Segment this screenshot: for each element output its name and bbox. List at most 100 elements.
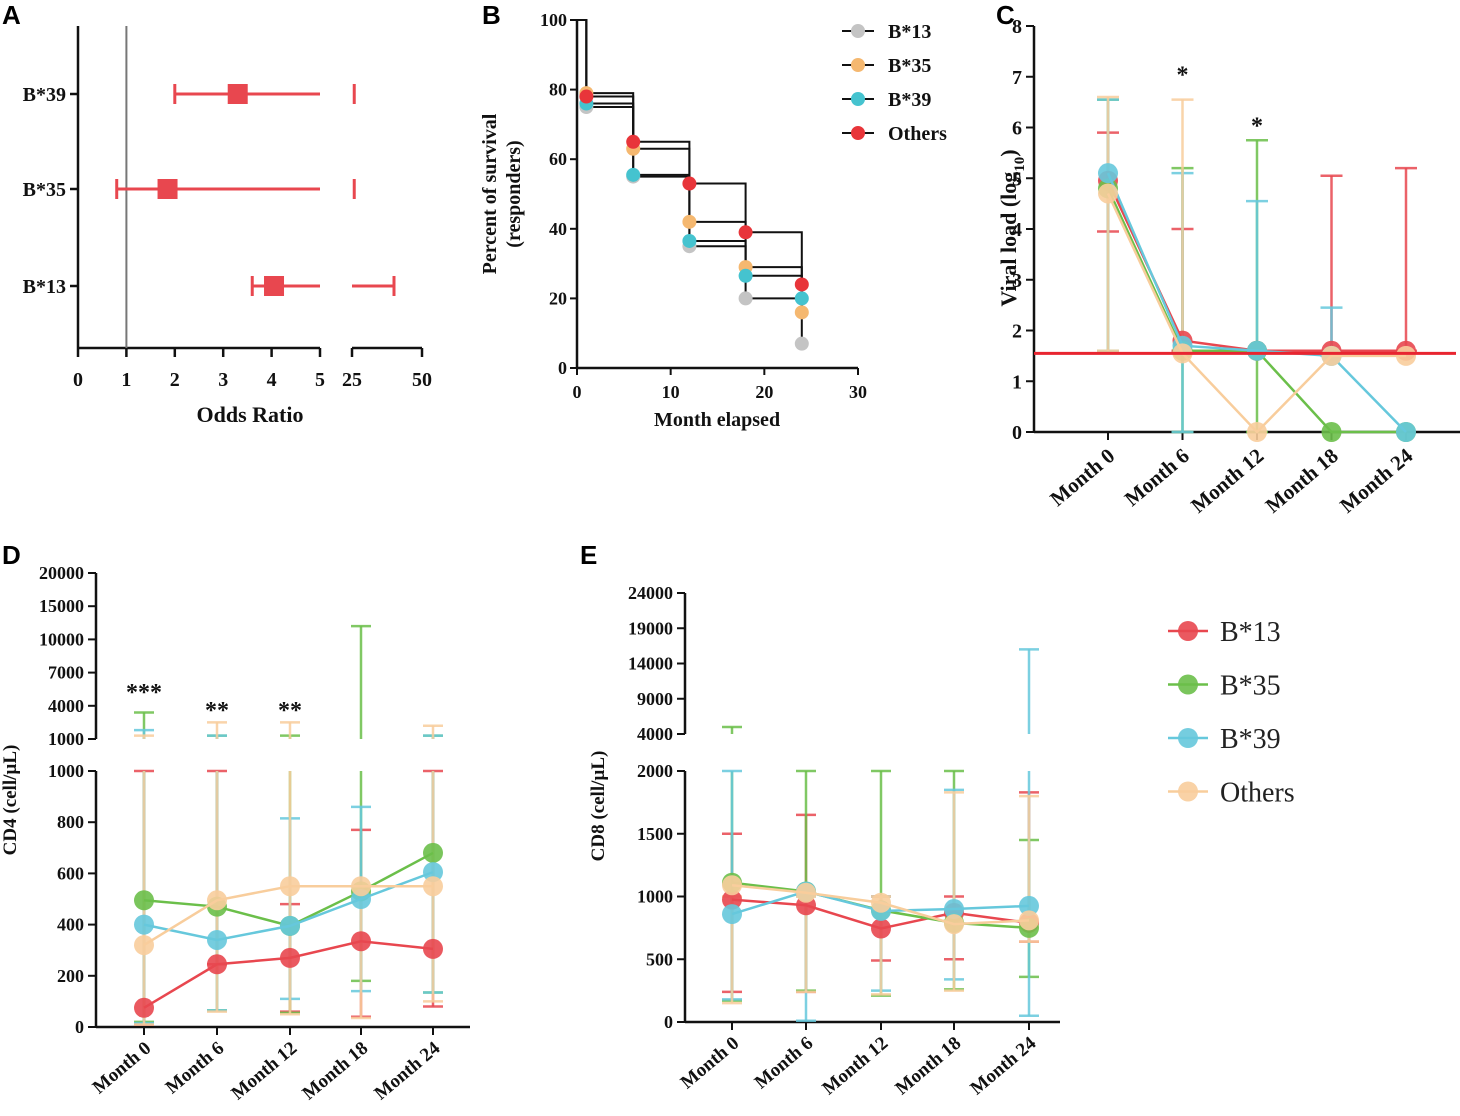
- cd8-y-tick-label-upper: 14000: [628, 654, 673, 674]
- cd8-point-b-13: [871, 918, 891, 939]
- survival-point-b-39: [794, 291, 809, 306]
- cd8-point-others: [871, 892, 891, 913]
- survival-point-b-39: [738, 268, 753, 283]
- survival-point-others: [738, 225, 753, 240]
- cd4-point-b-39: [280, 915, 300, 936]
- forest-row-label: B*35: [23, 179, 66, 201]
- cd4-point-b-13: [423, 938, 443, 959]
- panel-e-cd8-plot: 0 500 1000 1500 2000 4000 9000 14000 19000 24000 C…: [588, 583, 1060, 1099]
- cd4-point-others: [351, 876, 371, 897]
- cd8-point-others: [1019, 910, 1039, 931]
- panel-d-cd4-plot: 0 200 400 600 800 1000 1000 4000 7000 10000 15000 2…: [0, 563, 470, 1104]
- forest-odds-ratio-marker: [264, 276, 285, 296]
- panel-b-survival-plot: 0 20 40 60 80 100 0 10 20 30 Month elapsed Percent …: [479, 10, 947, 431]
- cd4-point-b-35: [423, 842, 443, 863]
- viral-y-tick-label: 4: [1012, 219, 1022, 241]
- viral-point-b-39: [1247, 340, 1267, 361]
- viral-x-tick-label: Month 12: [1186, 443, 1268, 517]
- survival-y-tick-label: 60: [549, 149, 567, 169]
- forest-x-tick-label: 25: [342, 369, 362, 391]
- panel-label-d: D: [2, 540, 21, 570]
- cd8-x-tick-label: Month 12: [818, 1033, 892, 1100]
- viral-y-tick-label: 6: [1012, 118, 1022, 140]
- survival-point-b-35: [794, 305, 809, 320]
- cd8-y-tick-label-upper: 4000: [637, 724, 673, 744]
- panel-label-c: C: [996, 0, 1015, 30]
- cd4-point-b-35: [134, 890, 154, 911]
- viral-y-axis-label-main: Viral load (log: [996, 172, 1021, 307]
- viral-point-others: [1321, 345, 1342, 366]
- viral-y-tick-label: 7: [1012, 67, 1022, 89]
- cd4-point-others: [207, 890, 227, 911]
- cd4-x-tick-label: Month 12: [227, 1038, 301, 1105]
- cd8-y-tick-label-upper: 19000: [628, 618, 673, 638]
- panel-label-e: E: [580, 540, 597, 570]
- legend-de: B*13 B*35 B*39 Others: [1168, 617, 1295, 809]
- survival-y-axis-label-line: (responders): [503, 140, 525, 247]
- cd4-point-b-13: [280, 947, 300, 968]
- cd4-point-b-13: [207, 954, 227, 975]
- survival-x-tick-label: 10: [662, 382, 680, 402]
- survival-legend-label-b-39: B*39: [888, 89, 931, 111]
- cd4-x-tick-label: Month 18: [298, 1038, 372, 1105]
- survival-point-b-13: [794, 336, 809, 351]
- cd8-x-tick-label: Month 6: [751, 1033, 817, 1094]
- cd4-y-tick-label-upper: 7000: [48, 663, 84, 683]
- panel-a-forest-plot: 0 1 2 3 4 5 25 50 Odds Ratio B*39 B*35 B*13: [23, 26, 432, 427]
- viral-y-tick-label: 0: [1012, 422, 1022, 444]
- viral-significance-marker: *: [1251, 113, 1263, 139]
- cd8-y-tick-label: 1500: [637, 824, 673, 844]
- viral-x-tick-label: Month 24: [1335, 443, 1417, 518]
- survival-point-others: [626, 134, 641, 149]
- viral-y-axis-label: Viral load (log10): [996, 149, 1028, 306]
- cd8-y-tick-label: 0: [664, 1012, 673, 1032]
- cd4-point-others: [280, 876, 300, 897]
- viral-point-others: [1247, 422, 1267, 442]
- forest-x-tick-label: 3: [218, 369, 228, 391]
- cd8-point-b-13: [722, 889, 742, 910]
- viral-y-tick-label: 5: [1012, 168, 1022, 190]
- legend-label-others: Others: [1220, 778, 1295, 809]
- survival-legend-label-b-13: B*13: [888, 21, 931, 43]
- cd4-x-tick-label: Month 24: [370, 1037, 444, 1104]
- forest-x-tick-label: 5: [315, 369, 325, 391]
- forest-odds-ratio-marker: [227, 84, 248, 104]
- survival-legend-marker-b-13: [851, 24, 865, 38]
- forest-row-label: B*13: [23, 276, 66, 298]
- cd4-point-others: [134, 935, 154, 956]
- survival-point-b-39: [626, 167, 641, 182]
- cd8-y-tick-label: 1000: [637, 887, 673, 907]
- survival-legend-marker-others: [851, 126, 865, 140]
- viral-point-others: [1098, 183, 1118, 204]
- survival-point-b-39: [682, 233, 697, 248]
- viral-y-axis-label-end: ): [996, 149, 1021, 156]
- cd8-point-others: [796, 882, 816, 903]
- viral-point-b-39: [1396, 422, 1416, 442]
- legend-marker-b-35: [1178, 674, 1198, 695]
- forest-row-label: B*39: [23, 84, 66, 106]
- cd4-x-tick-label: Month 6: [162, 1038, 228, 1099]
- survival-y-tick-label: 20: [549, 288, 567, 308]
- survival-x-tick-label: 0: [573, 382, 582, 402]
- cd4-y-tick-label: 1000: [48, 761, 84, 781]
- cd8-y-tick-label-upper: 9000: [637, 689, 673, 709]
- cd4-x-tick-label: Month 0: [89, 1038, 155, 1099]
- survival-x-tick-label: 30: [849, 382, 867, 402]
- forest-x-axis-label: Odds Ratio: [197, 402, 304, 427]
- cd4-significance-marker: **: [205, 698, 229, 724]
- legend-label-b-13: B*13: [1220, 617, 1281, 648]
- viral-y-tick-label: 2: [1012, 321, 1022, 343]
- survival-x-axis-label: Month elapsed: [654, 409, 780, 431]
- cd4-point-b-13: [134, 997, 154, 1018]
- survival-point-b-13: [738, 291, 753, 306]
- cd8-x-tick-label: Month 18: [891, 1033, 965, 1100]
- forest-odds-ratio-marker: [157, 179, 178, 199]
- legend-marker-others: [1178, 781, 1198, 802]
- survival-point-others: [579, 89, 594, 104]
- viral-point-others: [1396, 345, 1416, 366]
- cd4-point-b-13: [351, 931, 371, 952]
- cd8-point-b-39: [722, 904, 742, 925]
- viral-point-b-39: [1098, 163, 1118, 184]
- cd4-y-tick-label: 800: [57, 812, 84, 832]
